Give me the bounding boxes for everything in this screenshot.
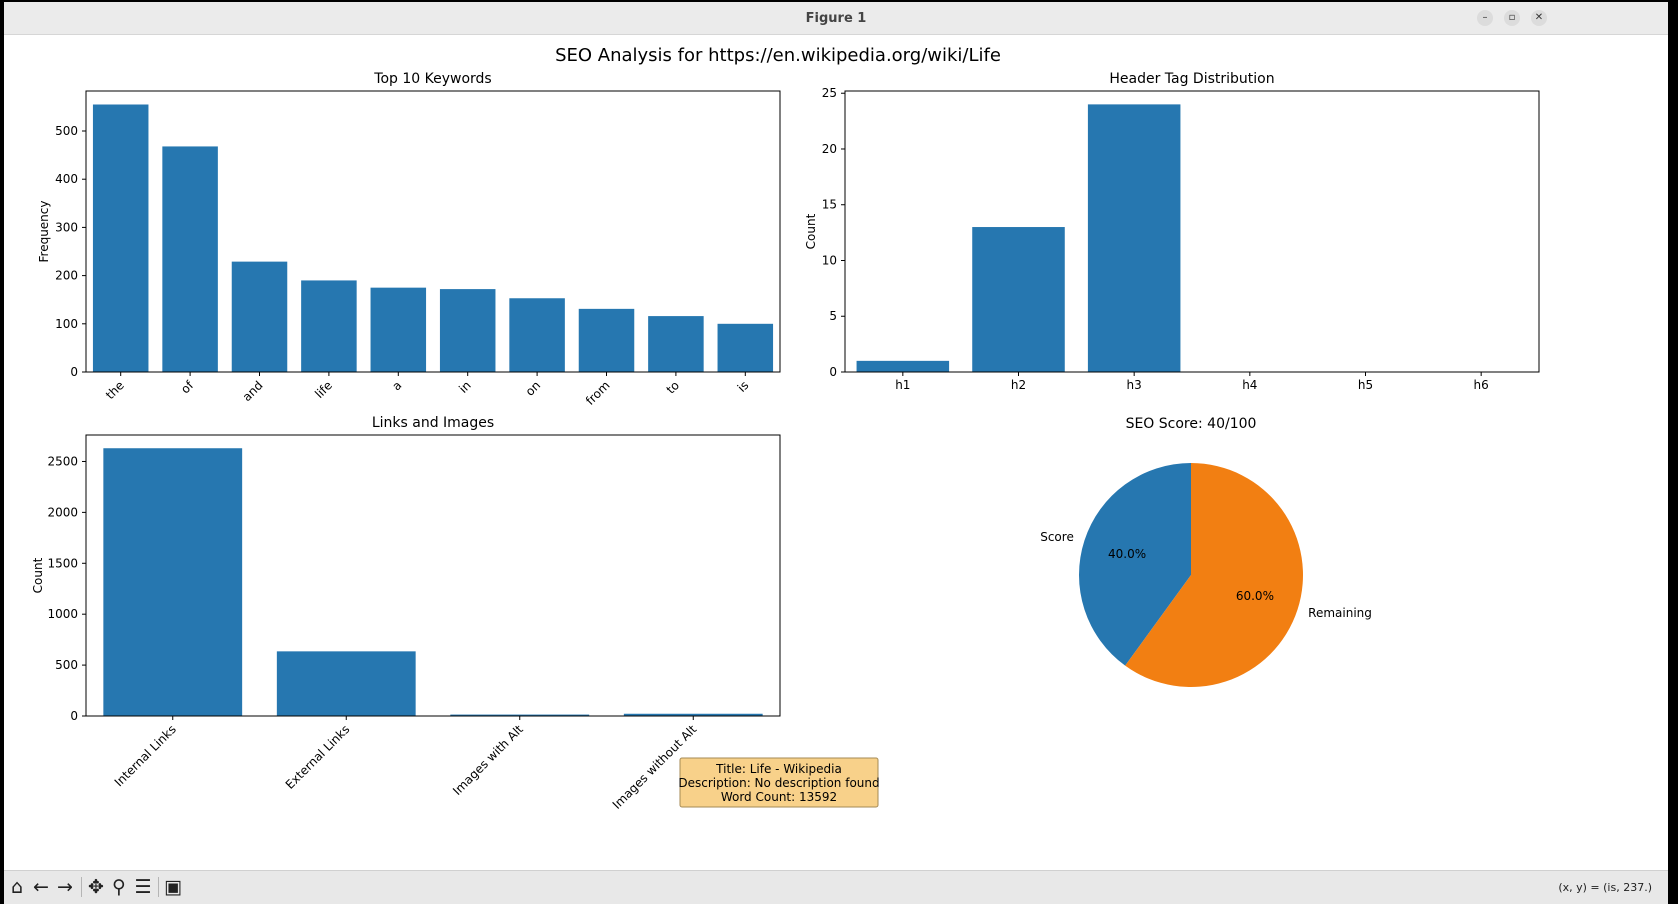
y-tick-label: 0 [70,709,78,723]
x-tick-label: and [240,378,266,404]
axes-frame [85,90,781,373]
info-box: Title: Life - Wikipedia Description: No … [678,757,880,808]
bar-and [231,261,288,372]
x-tick-label: Internal Links [112,722,179,789]
x-tick-label: h3 [1127,378,1142,392]
x-tick-label: the [103,378,127,402]
pie-percent-label: 40.0% [1108,547,1146,561]
pan-icon[interactable]: ✥ [88,876,104,898]
y-tick-label: 500 [55,658,78,672]
pie-percent-label: 60.0% [1236,589,1274,603]
info-title-line: Title: Life - Wikipedia [715,762,842,776]
chart-title: Links and Images [372,415,494,431]
pie-slice-remaining [1125,463,1303,688]
configure-subplots-icon[interactable]: ☰ [134,876,152,898]
back-arrow-icon[interactable]: ← [33,876,49,898]
home-icon[interactable]: ⌂ [10,876,24,898]
bar-external-links [276,651,416,716]
chart-title: Top 10 Keywords [373,71,491,87]
figure-suptitle: SEO Analysis for https://en.wikipedia.or… [555,45,1001,66]
toolbar-separator [81,877,82,897]
y-tick-label: 100 [55,317,78,331]
seo-score-pie: SEO Score: 40/100 Score 40.0% Remaining 60.0… [1040,416,1372,688]
x-tick-label: h4 [1242,378,1257,392]
y-tick-label: 300 [55,220,78,234]
pie-label: Score [1040,530,1074,544]
y-tick-label: 2000 [47,505,78,519]
x-tick-label: h6 [1474,378,1489,392]
bar-the [92,104,149,372]
bar-h2 [972,227,1065,372]
y-tick-label: 400 [55,172,78,186]
y-axis-label: Frequency [37,201,51,263]
axes-frame [844,90,1540,373]
chart-title: SEO Score: 40/100 [1126,416,1257,432]
info-description-line: Description: No description found [678,776,879,790]
chart-title: Header Tag Distribution [1109,71,1274,87]
x-tick-label: is [735,378,752,395]
figure-window: Figure 1 – ▫ ✕ SEO Analysis for https://… [4,2,1668,904]
bar-internal-links [103,448,243,716]
bar-h3 [1087,104,1181,372]
y-tick-label: 200 [55,269,78,283]
y-axis-label: Count [804,213,818,249]
minimize-icon[interactable]: – [1477,10,1493,26]
x-tick-label: of [178,378,197,397]
bar-life [301,280,357,372]
x-tick-label: life [312,378,335,401]
x-tick-label: a [389,378,404,393]
x-tick-label: h2 [1011,378,1026,392]
zoom-icon[interactable]: ⚲ [112,876,126,898]
y-tick-label: 10 [822,253,837,267]
figure-canvas[interactable]: SEO Analysis for https://en.wikipedia.or… [4,34,1668,870]
x-tick-label: to [664,378,682,396]
y-tick-label: 1000 [47,607,78,621]
x-tick-label: External Links [283,722,353,792]
y-tick-label: 15 [822,198,837,212]
maximize-icon[interactable]: ▫ [1504,10,1520,26]
bar-images-with-alt [450,714,590,716]
keywords-chart: Top 10 Keywords the of and life a in on from to is… [37,71,781,408]
x-tick-label: Images with Alt [450,722,526,798]
cursor-coordinates: (x, y) = (is, 237.) [1558,881,1652,894]
links-images-chart: Links and Images Internal Links External L… [31,415,781,812]
x-tick-label: on [523,378,543,398]
forward-arrow-icon[interactable]: → [57,876,73,898]
y-tick-label: 0 [829,365,837,379]
y-tick-label: 25 [822,86,837,100]
bar-a [370,287,427,372]
close-icon[interactable]: ✕ [1531,10,1547,26]
bar-of [162,146,218,372]
pie-label: Remaining [1308,606,1372,620]
y-tick-label: 500 [55,124,78,138]
bar-on [509,298,565,372]
axes-frame [85,434,781,717]
x-tick-label: from [583,378,613,408]
bar-in [439,289,496,372]
y-tick-label: 20 [822,142,837,156]
bar-to [648,316,704,372]
bar-is [717,323,774,372]
title-bar: Figure 1 – ▫ ✕ [4,2,1668,35]
header-tags-chart: Header Tag Distribution h1 h2 h3 h4 h5 h6 0 5 10 1… [804,71,1540,392]
y-tick-label: 5 [829,309,837,323]
x-tick-label: h5 [1358,378,1373,392]
window-title: Figure 1 [805,11,867,26]
bar-from [578,308,635,372]
bar-h1 [856,360,950,372]
y-tick-label: 2500 [47,454,78,468]
toolbar-separator [158,877,159,897]
bar-images-without-alt [623,713,763,716]
navigation-toolbar: ⌂ ← → ✥ ⚲ ☰ ▣ (x, y) = (is, 237.) [4,870,1668,904]
y-axis-label: Count [31,557,45,593]
x-tick-label: h1 [895,378,910,392]
pie-slice-score [1079,463,1191,666]
y-tick-label: 1500 [47,556,78,570]
save-icon[interactable]: ▣ [164,876,182,898]
x-tick-label: in [456,378,474,396]
y-tick-label: 0 [70,365,78,379]
info-word-count-line: Word Count: 13592 [721,790,837,804]
